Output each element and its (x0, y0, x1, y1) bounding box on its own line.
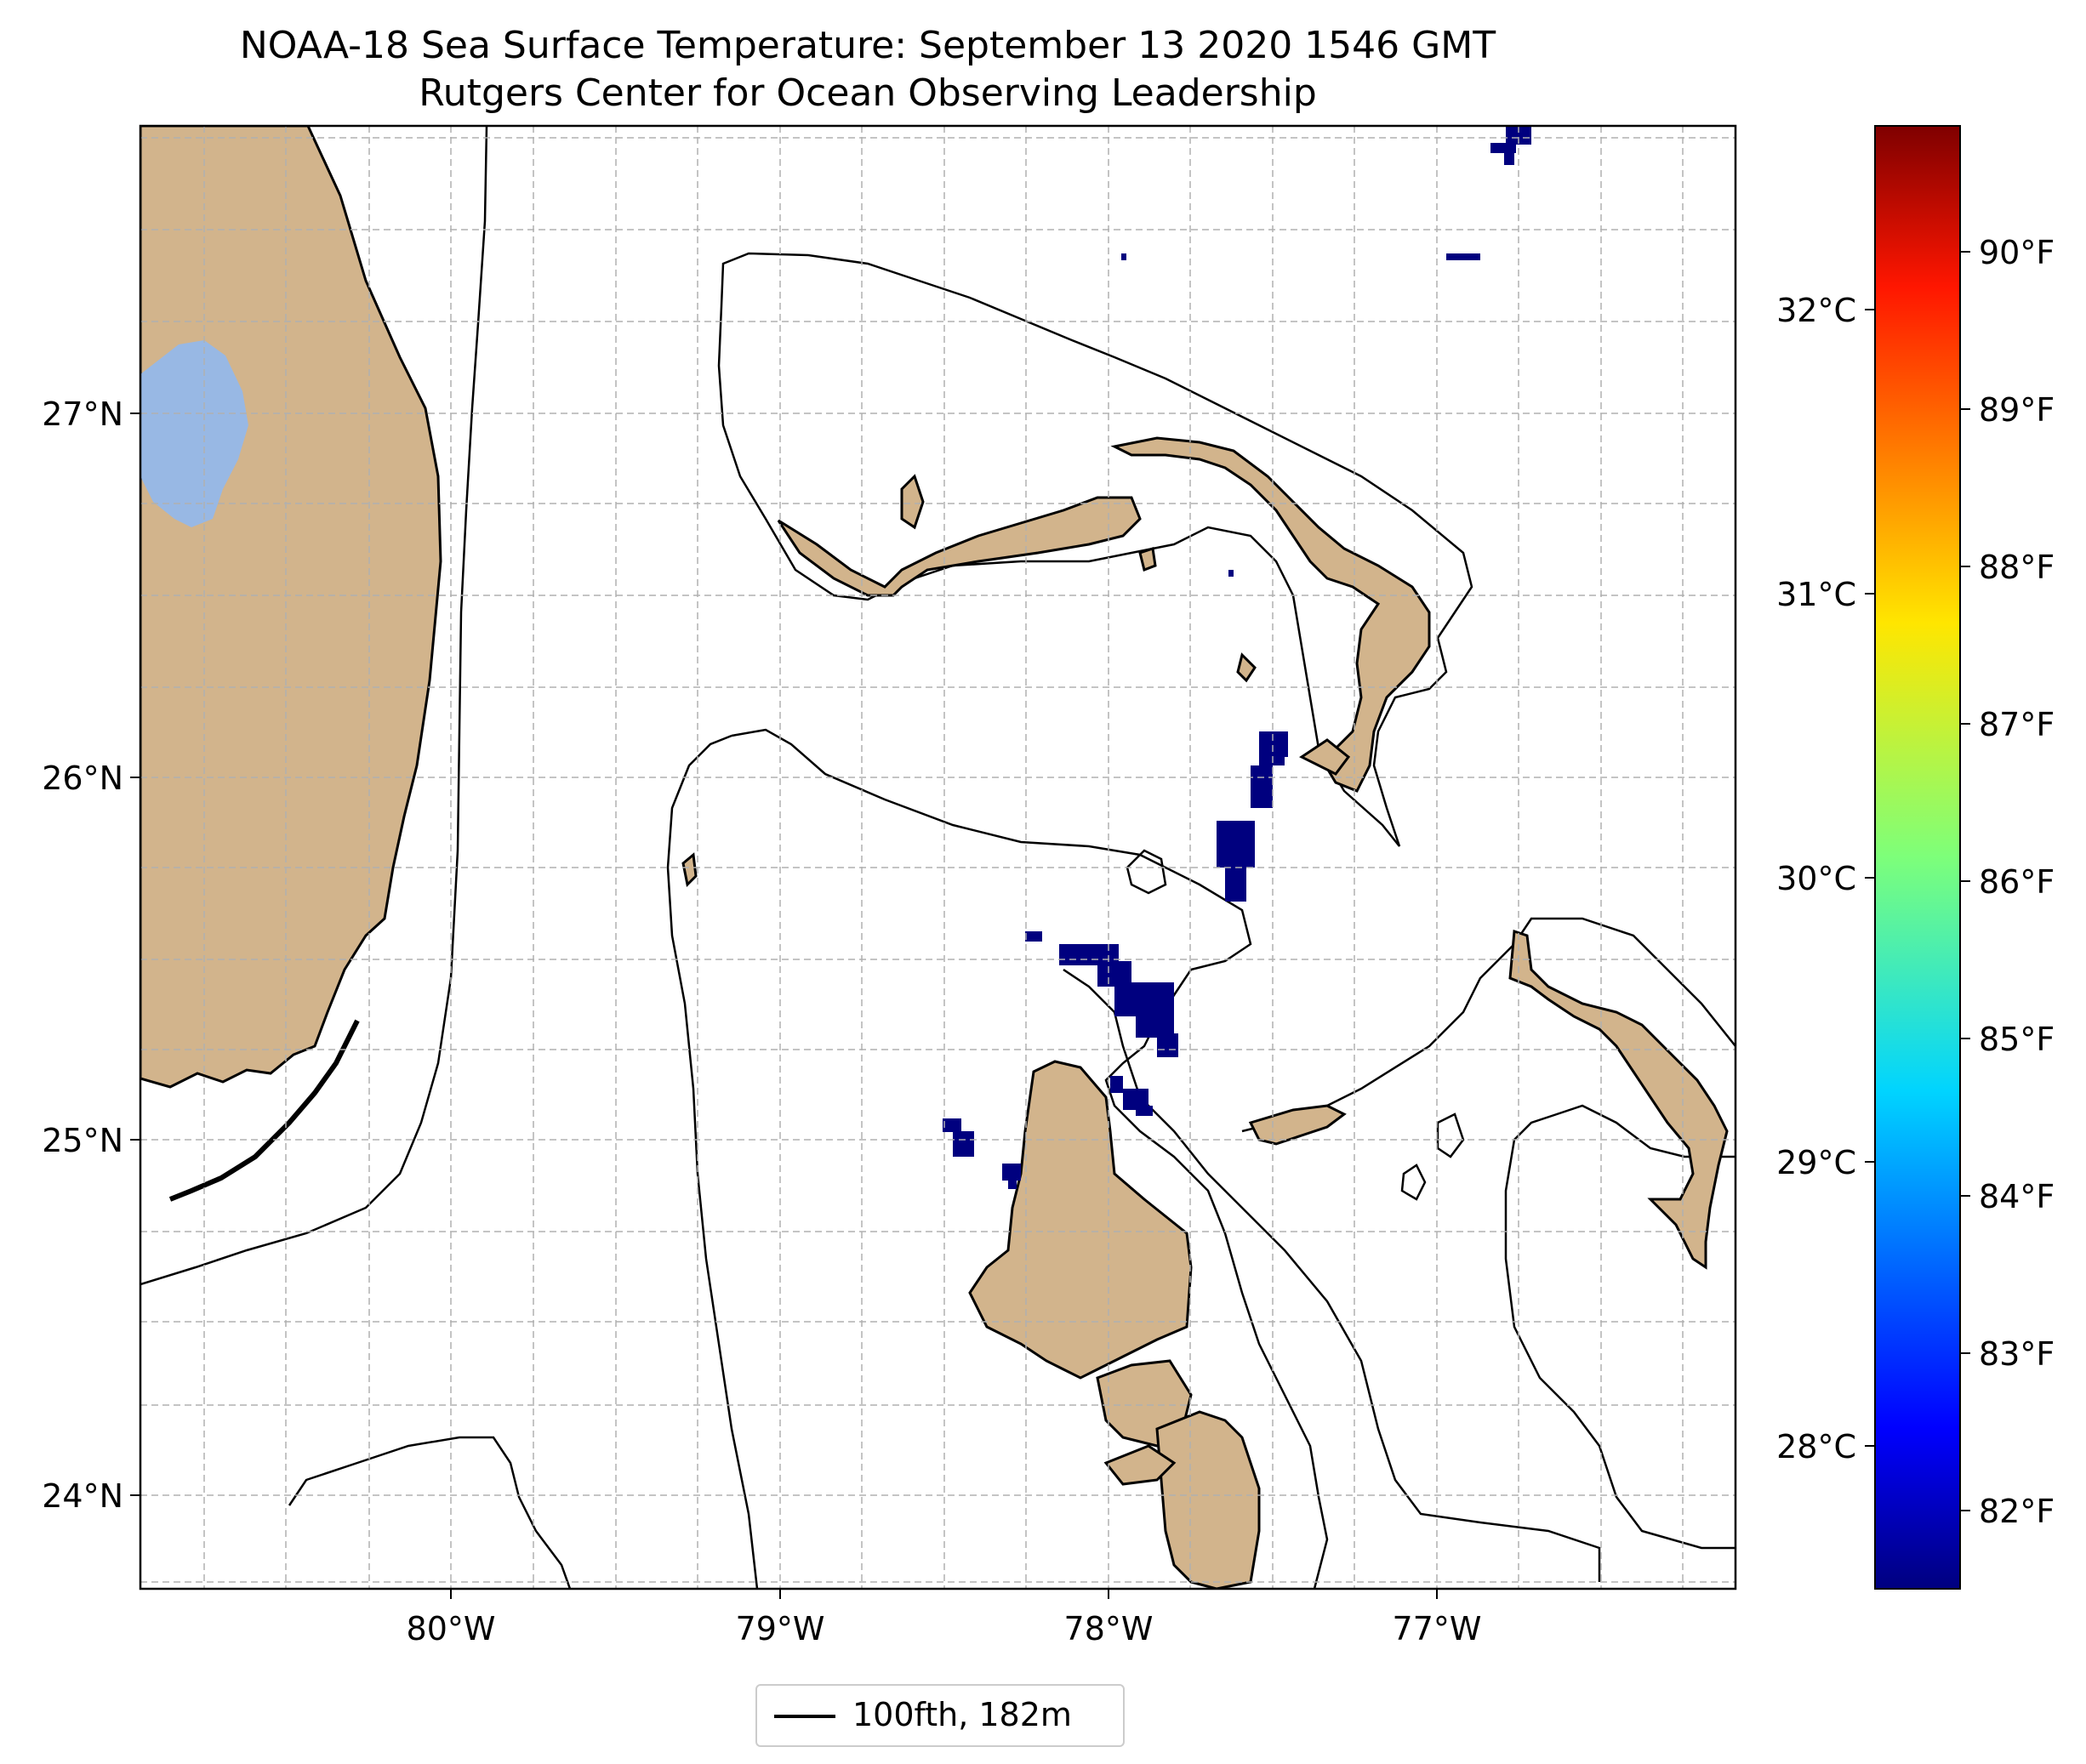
colorbar-f-label: 86°F (1979, 863, 2055, 901)
colorbar-c-label: 30°C (1776, 860, 1856, 897)
lon-label-77: 77°W (1393, 1610, 1482, 1647)
lat-label-24: 24°N (42, 1477, 123, 1515)
lat-label-27: 27°N (42, 395, 123, 433)
colorbar-c-label: 31°C (1776, 576, 1856, 613)
map-subtitle: Rutgers Center for Ocean Observing Leade… (419, 71, 1317, 115)
legend-line-swatch (774, 1715, 835, 1718)
map-frame (139, 124, 1737, 1590)
colorbar-f-label: 83°F (1979, 1335, 2055, 1373)
colorbar-f-label: 85°F (1979, 1021, 2055, 1058)
colorbar-gradient (1874, 125, 1961, 1590)
colorbar: 32°C 31°C 30°C 29°C 28°C 90°F 89°F 88°F … (1776, 125, 2055, 1590)
colorbar-f-label: 88°F (1979, 549, 2055, 586)
map-title: NOAA-18 Sea Surface Temperature: Septemb… (239, 24, 1496, 67)
colorbar-f-label: 82°F (1979, 1493, 2055, 1530)
map-legend: 100fth, 182m (755, 1684, 1125, 1747)
lon-label-80: 80°W (407, 1610, 496, 1647)
colorbar-f-label: 89°F (1979, 391, 2055, 429)
colorbar-f-label: 90°F (1979, 234, 2055, 271)
map-gridlines (140, 126, 1735, 1589)
lat-label-25: 25°N (42, 1122, 123, 1159)
colorbar-f-label: 84°F (1979, 1178, 2055, 1215)
lake-okeechobee (140, 340, 248, 527)
sst-pixels (943, 126, 1531, 1189)
map-panel (140, 126, 1735, 1589)
lon-label-79: 79°W (736, 1610, 825, 1647)
bahamas-land (681, 436, 1729, 1589)
colorbar-c-label: 29°C (1776, 1144, 1856, 1181)
colorbar-c-label: 28°C (1776, 1428, 1856, 1465)
lat-label-26: 26°N (42, 760, 123, 797)
lon-label-78: 78°W (1064, 1610, 1154, 1647)
colorbar-c-label: 32°C (1776, 292, 1856, 329)
legend-label: 100fth, 182m (852, 1696, 1072, 1733)
florida-keys (168, 1019, 360, 1202)
colorbar-f-label: 87°F (1979, 706, 2055, 743)
